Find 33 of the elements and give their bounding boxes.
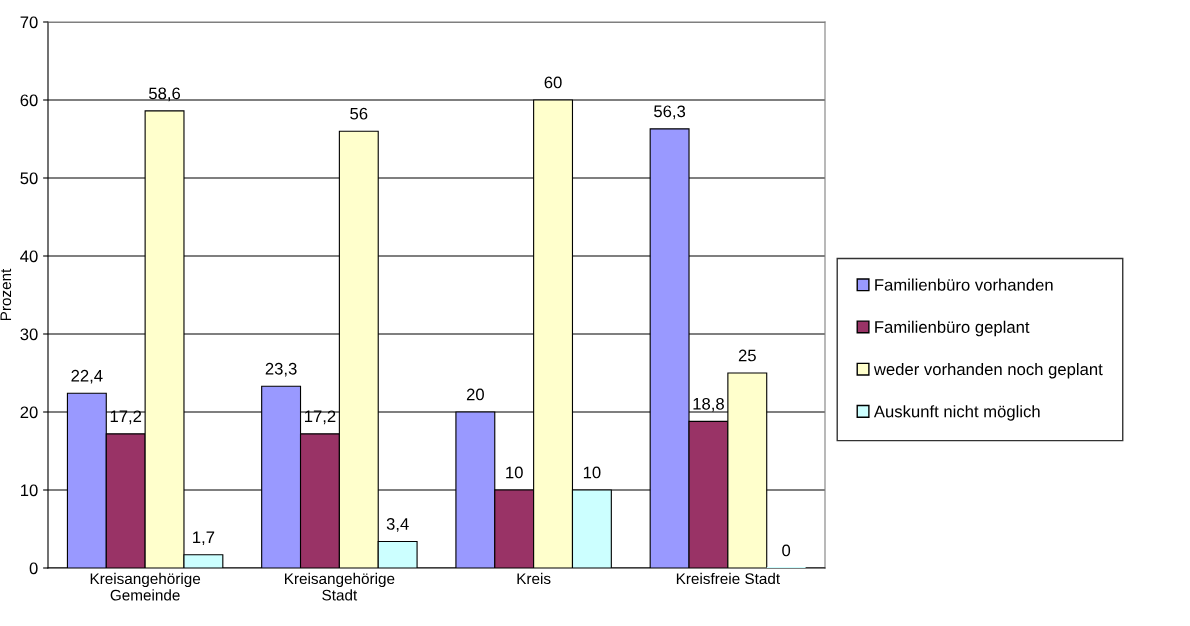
data-label: 56 <box>350 107 368 120</box>
data-label: 22,4 <box>71 369 103 384</box>
legend-label: Auskunft nicht möglich <box>873 405 1040 421</box>
data-label: 23,3 <box>265 362 297 377</box>
data-label: 56,3 <box>654 105 686 120</box>
data-label: 0 <box>782 544 791 557</box>
x-tick-label: Kreisangehörige Gemeinde <box>90 572 201 601</box>
data-label: 3,4 <box>386 518 409 532</box>
data-label: 20 <box>466 388 484 401</box>
legend-label: Familienbüro geplant <box>875 320 1030 337</box>
y-tick-label: 10 <box>21 484 38 497</box>
y-tick-label: 50 <box>20 172 38 185</box>
y-tick-label: 20 <box>20 406 38 419</box>
x-tick-label: Kreisangehörige Stadt <box>285 572 395 601</box>
data-label: 10 <box>583 466 601 479</box>
y-tick-label: 0 <box>29 562 38 575</box>
y-axis-title: Prozent <box>0 268 12 321</box>
legend-label: weder vorhanden noch geplant <box>873 362 1103 379</box>
y-tick-label: 40 <box>20 250 38 263</box>
x-tick-label: Kreis <box>517 572 551 585</box>
data-label: 1,7 <box>193 531 215 546</box>
data-label: 17,2 <box>110 410 142 425</box>
legend-label: Familienbüro vorhanden <box>875 278 1053 291</box>
data-label: 18,8 <box>693 397 724 412</box>
y-tick-label: 70 <box>20 16 38 29</box>
data-label: 25 <box>738 349 756 362</box>
data-label: 10 <box>506 466 523 479</box>
data-label: 17,2 <box>305 410 336 425</box>
x-tick-label: Kreisfreie Stadt <box>676 572 780 585</box>
data-label: 60 <box>544 76 562 89</box>
y-tick-label: 30 <box>20 328 38 341</box>
y-tick-label: 60 <box>20 94 38 107</box>
data-label: 58,6 <box>149 87 181 102</box>
